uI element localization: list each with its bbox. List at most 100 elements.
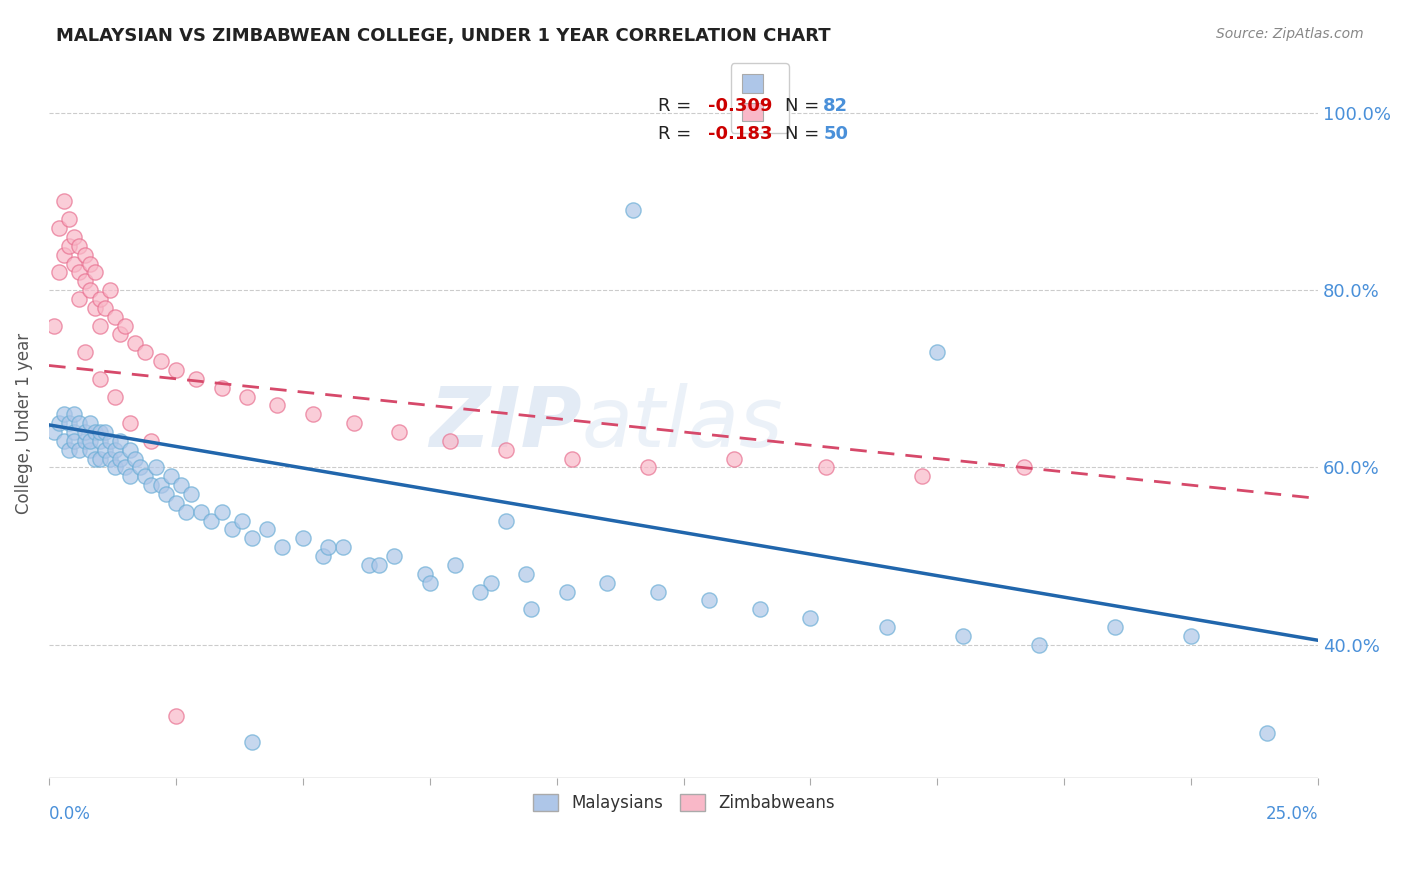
Point <box>515 566 537 581</box>
Point <box>799 611 821 625</box>
Point <box>53 248 76 262</box>
Point <box>104 390 127 404</box>
Point <box>83 451 105 466</box>
Point <box>271 540 294 554</box>
Point <box>159 469 181 483</box>
Text: R =: R = <box>658 97 697 115</box>
Point <box>48 416 70 430</box>
Point <box>180 487 202 501</box>
Point <box>79 434 101 448</box>
Point <box>98 434 121 448</box>
Point <box>83 265 105 279</box>
Point <box>58 416 80 430</box>
Text: N =: N = <box>785 97 825 115</box>
Point <box>231 514 253 528</box>
Text: Source: ZipAtlas.com: Source: ZipAtlas.com <box>1216 27 1364 41</box>
Point <box>332 540 354 554</box>
Point <box>89 372 111 386</box>
Point <box>53 194 76 209</box>
Point <box>413 566 436 581</box>
Point <box>266 398 288 412</box>
Point <box>79 283 101 297</box>
Point <box>236 390 259 404</box>
Point <box>312 549 335 563</box>
Point <box>79 416 101 430</box>
Point <box>73 274 96 288</box>
Point <box>73 425 96 439</box>
Point <box>134 345 156 359</box>
Text: atlas: atlas <box>582 383 783 464</box>
Point <box>357 558 380 572</box>
Point <box>165 496 187 510</box>
Point <box>444 558 467 572</box>
Point <box>58 239 80 253</box>
Point <box>342 416 364 430</box>
Point <box>1180 629 1202 643</box>
Point <box>723 451 745 466</box>
Point <box>200 514 222 528</box>
Point <box>927 345 949 359</box>
Point <box>1256 726 1278 740</box>
Point <box>495 442 517 457</box>
Point <box>98 283 121 297</box>
Point <box>240 532 263 546</box>
Point <box>221 523 243 537</box>
Point <box>479 575 502 590</box>
Point <box>520 602 543 616</box>
Point <box>211 505 233 519</box>
Point <box>58 442 80 457</box>
Point <box>291 532 314 546</box>
Point <box>79 256 101 270</box>
Point <box>73 434 96 448</box>
Point <box>555 584 578 599</box>
Text: R =: R = <box>658 125 697 144</box>
Text: N =: N = <box>785 125 825 144</box>
Point <box>89 451 111 466</box>
Point <box>120 442 142 457</box>
Point <box>129 460 152 475</box>
Point <box>419 575 441 590</box>
Point <box>104 310 127 324</box>
Point <box>149 354 172 368</box>
Legend: Malaysians, Zimbabweans: Malaysians, Zimbabweans <box>526 788 841 819</box>
Point <box>134 469 156 483</box>
Point <box>190 505 212 519</box>
Point <box>637 460 659 475</box>
Text: 0.0%: 0.0% <box>49 805 91 823</box>
Point <box>495 514 517 528</box>
Point <box>952 629 974 643</box>
Point <box>63 230 86 244</box>
Point <box>388 425 411 439</box>
Point <box>67 265 90 279</box>
Point <box>748 602 770 616</box>
Point <box>63 434 86 448</box>
Point <box>63 425 86 439</box>
Text: 25.0%: 25.0% <box>1265 805 1319 823</box>
Point <box>120 469 142 483</box>
Text: 82: 82 <box>823 97 848 115</box>
Point <box>120 416 142 430</box>
Point <box>79 442 101 457</box>
Point <box>145 460 167 475</box>
Point <box>876 620 898 634</box>
Point <box>53 434 76 448</box>
Point <box>1012 460 1035 475</box>
Point <box>94 301 117 315</box>
Point <box>139 478 162 492</box>
Point <box>89 434 111 448</box>
Point <box>186 372 208 386</box>
Point <box>165 363 187 377</box>
Point <box>165 708 187 723</box>
Point <box>104 442 127 457</box>
Point <box>67 239 90 253</box>
Text: MALAYSIAN VS ZIMBABWEAN COLLEGE, UNDER 1 YEAR CORRELATION CHART: MALAYSIAN VS ZIMBABWEAN COLLEGE, UNDER 1… <box>56 27 831 45</box>
Point <box>114 318 136 333</box>
Point <box>58 212 80 227</box>
Point <box>89 292 111 306</box>
Text: -0.183: -0.183 <box>707 125 772 144</box>
Point <box>48 265 70 279</box>
Point <box>814 460 837 475</box>
Point <box>139 434 162 448</box>
Point <box>108 434 131 448</box>
Point <box>108 327 131 342</box>
